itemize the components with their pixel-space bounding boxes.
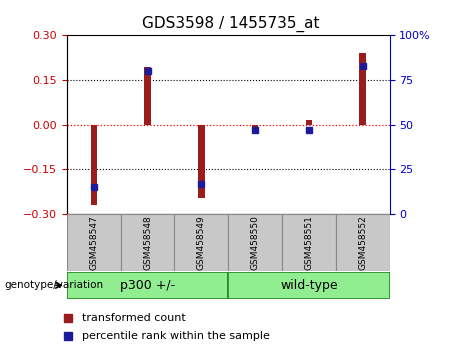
Text: p300 +/-: p300 +/- [120, 279, 175, 292]
Bar [228, 272, 390, 299]
Bar [90, 125, 97, 205]
Text: GSM458551: GSM458551 [304, 215, 313, 270]
Bar [336, 214, 390, 271]
Text: GSM458550: GSM458550 [251, 215, 260, 270]
Bar [174, 214, 228, 271]
Bar [252, 125, 258, 131]
Text: GDS3598 / 1455735_at: GDS3598 / 1455735_at [142, 16, 319, 32]
Text: percentile rank within the sample: percentile rank within the sample [82, 331, 269, 341]
Text: genotype/variation: genotype/variation [5, 280, 104, 290]
Bar [67, 214, 121, 271]
Bar [306, 120, 312, 125]
Bar [360, 53, 366, 125]
Bar [228, 214, 282, 271]
Bar [198, 125, 205, 198]
Text: GSM458552: GSM458552 [358, 215, 367, 270]
Text: GSM458548: GSM458548 [143, 215, 152, 270]
Text: GSM458549: GSM458549 [197, 215, 206, 270]
Bar [67, 272, 228, 299]
Text: wild-type: wild-type [280, 279, 337, 292]
Text: GSM458547: GSM458547 [89, 215, 98, 270]
Bar [282, 214, 336, 271]
Bar [144, 67, 151, 125]
Text: transformed count: transformed count [82, 313, 185, 322]
Bar [121, 214, 174, 271]
